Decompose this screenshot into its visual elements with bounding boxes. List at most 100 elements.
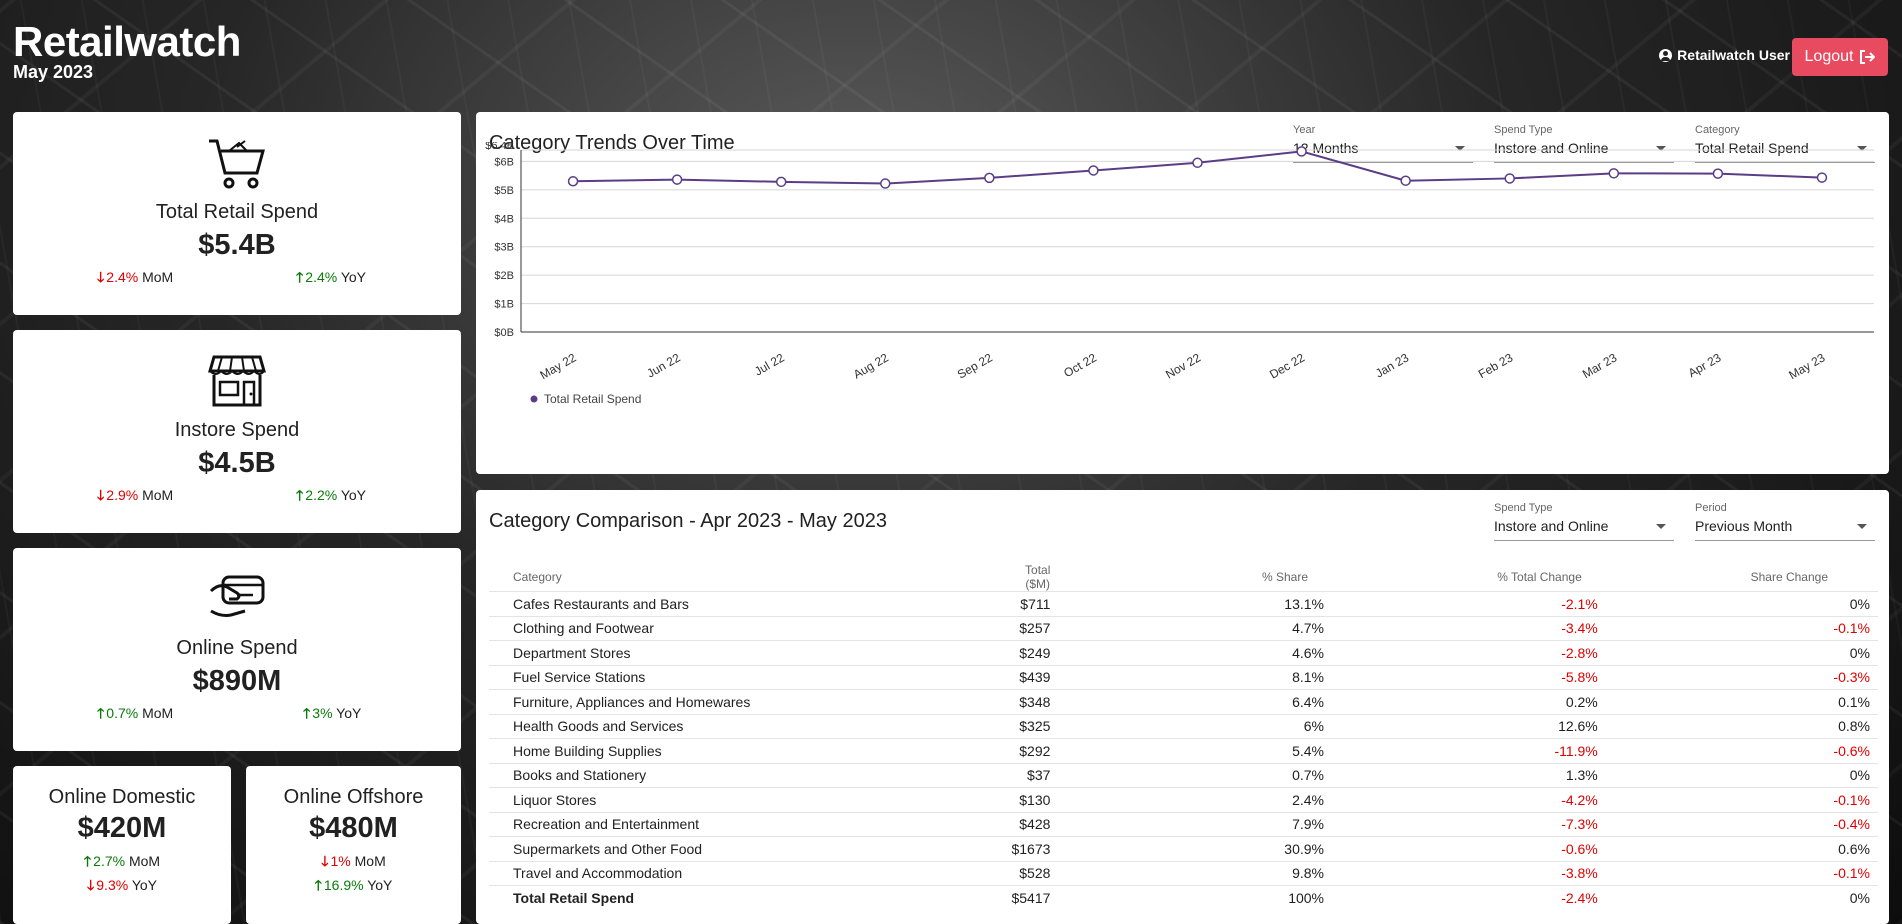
cell-total-change: 1.3% — [1332, 762, 1606, 788]
x-tick-label: May 22 — [537, 350, 578, 382]
cell-total: $257 — [865, 615, 1059, 641]
year-select[interactable]: Year 12 Months — [1293, 124, 1473, 163]
x-tick-label: Jul 22 — [752, 350, 787, 378]
cell-share-change: 0.1% — [1605, 689, 1878, 714]
table-row: Supermarkets and Other Food $1673 30.9% -0.… — [489, 836, 1878, 861]
logout-button[interactable]: Logout — [1792, 38, 1888, 76]
yoy-label: YoY — [340, 269, 367, 285]
cell-total-change: -2.1% — [1332, 591, 1606, 616]
cell-category: Total Retail Spend — [489, 885, 866, 910]
select-value: Instore and Online — [1494, 140, 1674, 163]
col-header-category[interactable]: Category — [513, 570, 562, 584]
cell-share: 2.4% — [1058, 787, 1332, 812]
select-label: Year — [1293, 124, 1316, 136]
cell-category: Books and Stationery — [489, 762, 866, 788]
y-tick-label: $5B — [494, 185, 514, 197]
cell-share: 8.1% — [1058, 664, 1332, 690]
cell-total-change: 12.6% — [1332, 713, 1606, 739]
cell-share-change: 0% — [1605, 591, 1878, 616]
select-label: Spend Type — [1494, 124, 1553, 136]
mom-label: MoM — [142, 269, 174, 285]
mom-change: 2.7% — [93, 853, 126, 869]
spend-type-select[interactable]: Spend Type Instore and Online — [1494, 124, 1674, 163]
cell-total: $1673 — [865, 836, 1059, 861]
report-month: May 2023 — [13, 62, 94, 82]
header: Retailwatch May 2023 Retailwatch User Lo… — [0, 0, 1902, 110]
cell-total-change: -2.4% — [1332, 885, 1606, 910]
data-point — [775, 176, 787, 188]
cell-total: $130 — [865, 787, 1059, 812]
table-row: Books and Stationery $37 0.7% 1.3% 0% — [489, 762, 1878, 788]
kpi-card-online-domestic: Online Domestic $420M 🡑 2.7% MoM 🡓 9.3% Yo… — [13, 766, 231, 924]
app-title: Retailwatch — [13, 18, 241, 65]
col-header-share-change[interactable]: Share Change — [1750, 570, 1828, 584]
x-tick-label: Jan 23 — [1373, 350, 1411, 380]
arrow-up-icon: 🡑 — [296, 269, 304, 285]
col-header-share[interactable]: % Share — [1261, 570, 1308, 584]
table-row: Travel and Accommodation $528 9.8% -3.8% -0.… — [489, 860, 1878, 886]
table-header-row: Category Total ($M) % Share % Total Chan… — [489, 563, 1878, 592]
x-tick-label: Sep 22 — [955, 350, 995, 381]
period-select[interactable]: Period Previous Month — [1695, 502, 1875, 541]
cell-category: Clothing and Footwear — [489, 615, 866, 641]
cell-total: $528 — [865, 860, 1059, 886]
data-point — [880, 178, 891, 189]
arrow-down-icon: 🡓 — [97, 487, 105, 503]
yoy-label: YoY — [340, 487, 367, 503]
cell-share: 7.9% — [1058, 811, 1332, 837]
x-tick-label: Oct 22 — [1061, 350, 1099, 380]
yoy-change: 3% — [312, 705, 333, 721]
cell-share-change: -0.3% — [1605, 664, 1878, 690]
cell-total: $439 — [865, 664, 1059, 690]
table-row: Department Stores $249 4.6% -2.8% 0% — [489, 640, 1878, 665]
kpi-card-online-spend: Online Spend $890M 🡑 0.7% MoM 🡑 3% YoY — [13, 548, 461, 751]
x-tick-label: Jun 22 — [644, 350, 682, 380]
y-tick-label: $4B — [494, 213, 514, 225]
col-header-total[interactable]: Total ($M) — [1025, 563, 1051, 591]
data-point — [1816, 172, 1828, 183]
cell-category: Supermarkets and Other Food — [489, 836, 866, 861]
cell-share-change: 0.8% — [1605, 713, 1878, 739]
data-point — [671, 174, 683, 185]
kpi-value: $5.4B — [198, 229, 276, 261]
data-point — [1712, 168, 1724, 179]
comparison-title: Category Comparison - Apr 2023 - May 202… — [489, 510, 887, 532]
cell-total: $5417 — [865, 885, 1059, 910]
y-tick-label: $1B — [494, 299, 514, 311]
kpi-label: Online Spend — [176, 637, 298, 659]
user-circle-icon — [1659, 48, 1673, 62]
col-header-total-change[interactable]: % Total Change — [1497, 570, 1582, 584]
cell-category: Cafes Restaurants and Bars — [489, 591, 866, 616]
cell-share-change: -0.1% — [1605, 860, 1878, 886]
cell-total-change: -4.2% — [1332, 787, 1606, 812]
table-row: Cafes Restaurants and Bars $711 13.1% -2.1%… — [489, 591, 1878, 616]
shopping-cart-icon — [209, 139, 265, 189]
legend-marker — [530, 395, 538, 403]
yoy-change: 2.2% — [305, 487, 338, 503]
cell-share: 100% — [1058, 885, 1332, 910]
cell-category: Department Stores — [489, 640, 866, 665]
cell-category: Health Goods and Services — [489, 713, 866, 739]
kpi-value: $890M — [192, 665, 282, 697]
cell-share-change: -0.6% — [1605, 738, 1878, 763]
data-point — [1088, 165, 1099, 176]
data-point — [1192, 157, 1203, 169]
yoy-label: YoY — [367, 877, 393, 893]
comparison-spend-type-select[interactable]: Spend Type Instore and Online — [1494, 502, 1674, 541]
arrow-down-icon: 🡓 — [97, 269, 105, 285]
mom-label: MoM — [354, 853, 386, 869]
cell-total-change: -3.8% — [1332, 860, 1606, 886]
y-tick-label: $6.4B — [485, 142, 514, 152]
kpi-value: $420M — [77, 812, 167, 844]
cell-share: 0.7% — [1058, 762, 1332, 788]
yoy-label: YoY — [336, 705, 362, 721]
x-tick-label: Apr 23 — [1686, 350, 1724, 380]
legend-label: Total Retail Spend — [544, 392, 641, 406]
x-tick-label: May 23 — [1786, 350, 1827, 382]
category-trends-card: Category Trends Over Time Year 12 Months… — [476, 112, 1889, 474]
category-select[interactable]: Category Total Retail Spend — [1695, 124, 1875, 163]
user-menu[interactable]: Retailwatch User — [1659, 47, 1790, 63]
comparison-table-wrap: Category Total ($M) % Share % Total Chan… — [489, 563, 1878, 910]
select-value: 12 Months — [1293, 140, 1473, 163]
logout-label: Logout — [1804, 48, 1854, 65]
